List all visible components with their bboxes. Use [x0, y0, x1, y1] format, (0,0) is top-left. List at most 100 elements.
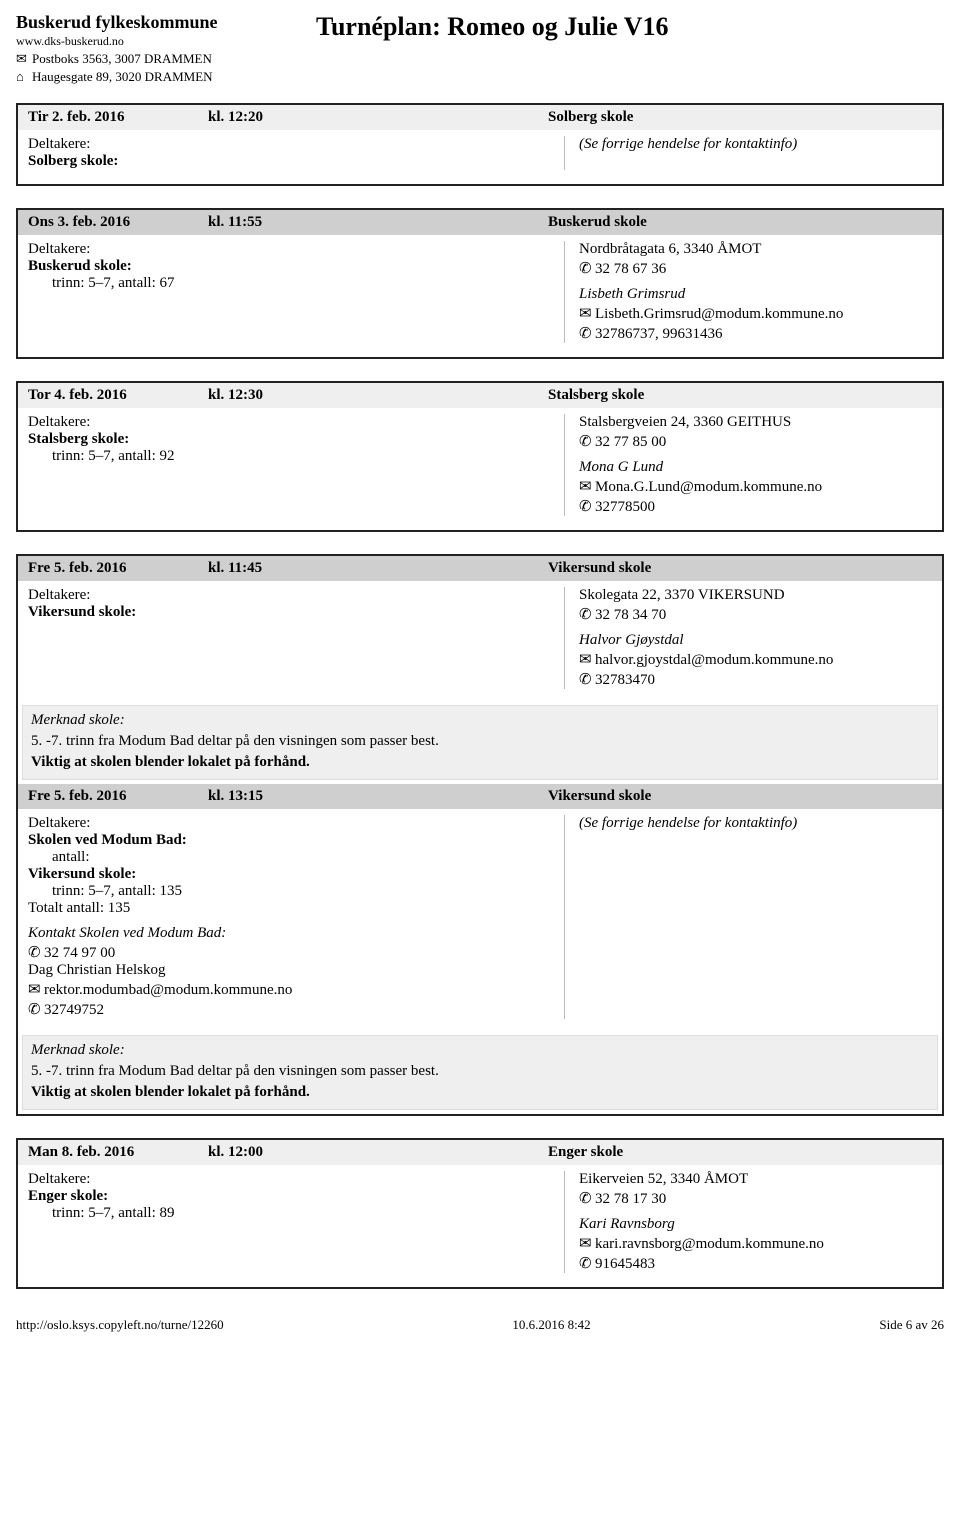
participant-school: Buskerud skole: — [28, 258, 548, 275]
contact-email: ✉rektor.modumbad@modum.kommune.no — [28, 980, 548, 999]
event-school: Enger skole — [548, 1144, 623, 1161]
event-card: Ons 3. feb. 2016 kl. 11:55 Buskerud skol… — [16, 208, 944, 359]
org-block: Buskerud fylkeskommune www.dks-buskerud.… — [16, 12, 316, 85]
contact-email-text: kari.ravnsborg@modum.kommune.no — [595, 1236, 824, 1252]
event-school: Solberg skole — [548, 109, 633, 126]
event-body: Deltakere: Skolen ved Modum Bad: antall:… — [18, 809, 942, 1033]
note-label: Merknad skole: — [31, 712, 929, 729]
event-time: kl. 12:00 — [208, 1144, 548, 1161]
participant-school: Vikersund skole: — [28, 866, 548, 883]
note-block: Merknad skole: 5. -7. trinn fra Modum Ba… — [22, 1035, 938, 1110]
contact-address: Skolegata 22, 3370 VIKERSUND — [579, 587, 932, 604]
note-label: Merknad skole: — [31, 1042, 929, 1059]
participants-col: Deltakere: Stalsberg skole: trinn: 5–7, … — [28, 414, 558, 516]
mail-icon: ✉ — [579, 477, 595, 496]
mail-icon: ✉ — [28, 980, 44, 999]
note-important: Viktig at skolen blender lokalet på forh… — [31, 754, 929, 771]
note-text: 5. -7. trinn fra Modum Bad deltar på den… — [31, 1063, 929, 1080]
event-date: Man 8. feb. 2016 — [28, 1144, 208, 1161]
event-header: Tir 2. feb. 2016 kl. 12:20 Solberg skole — [18, 105, 942, 130]
event-body: Deltakere: Enger skole: trinn: 5–7, anta… — [18, 1165, 942, 1287]
mail-icon: ✉ — [579, 650, 595, 669]
phone-icon: ✆ — [579, 497, 595, 516]
contact-phone2-text: 32786737, 99631436 — [595, 326, 723, 342]
event-time: kl. 12:30 — [208, 387, 548, 404]
mail-icon: ✉ — [579, 304, 595, 323]
participant-total: Totalt antall: 135 — [28, 900, 548, 917]
event-time: kl. 11:55 — [208, 214, 548, 231]
event-school: Vikersund skole — [548, 788, 651, 805]
event-school: Stalsberg skole — [548, 387, 644, 404]
phone-icon: ✆ — [28, 1000, 44, 1019]
mail-icon: ✉ — [579, 1234, 595, 1253]
note-text: 5. -7. trinn fra Modum Bad deltar på den… — [31, 733, 929, 750]
contact-col: (Se forrige hendelse for kontaktinfo) — [564, 136, 932, 170]
participant-detail: trinn: 5–7, antall: 67 — [52, 275, 548, 292]
event-header: Fre 5. feb. 2016 kl. 11:45 Vikersund sko… — [18, 556, 942, 581]
contact-phone2: ✆32783470 — [579, 670, 932, 689]
contact-email: ✉halvor.gjoystdal@modum.kommune.no — [579, 650, 932, 669]
participants-col: Deltakere: Buskerud skole: trinn: 5–7, a… — [28, 241, 558, 343]
phone-icon: ✆ — [28, 943, 44, 962]
participants-label: Deltakere: — [28, 136, 548, 153]
event-body: Deltakere: Stalsberg skole: trinn: 5–7, … — [18, 408, 942, 530]
event-date: Fre 5. feb. 2016 — [28, 788, 208, 805]
participant-school: Skolen ved Modum Bad: — [28, 832, 548, 849]
participants-label: Deltakere: — [28, 1171, 548, 1188]
note-important: Viktig at skolen blender lokalet på forh… — [31, 1084, 929, 1101]
contact-phone2-text: 32778500 — [595, 499, 655, 515]
phone-icon: ✆ — [579, 670, 595, 689]
home-icon: ⌂ — [16, 69, 32, 85]
phone-icon: ✆ — [579, 324, 595, 343]
event-time: kl. 11:45 — [208, 560, 548, 577]
contact-phone2: ✆91645483 — [579, 1254, 932, 1273]
contact-phone2: ✆32749752 — [28, 1000, 548, 1019]
contact-person: Mona G Lund — [579, 459, 932, 476]
phone-icon: ✆ — [579, 432, 595, 451]
contact-phone-text: 32 77 85 00 — [595, 434, 666, 450]
contact-title: Kontakt Skolen ved Modum Bad: — [28, 925, 548, 942]
event-date: Fre 5. feb. 2016 — [28, 560, 208, 577]
contact-phone2-text: 91645483 — [595, 1256, 655, 1272]
contact-col: Skolegata 22, 3370 VIKERSUND ✆32 78 34 7… — [564, 587, 932, 689]
org-visit-text: Haugesgate 89, 3020 DRAMMEN — [32, 69, 213, 84]
contact-phone-text: 32 78 67 36 — [595, 261, 666, 277]
contact-email-text: rektor.modumbad@modum.kommune.no — [44, 982, 292, 998]
participant-detail: antall: — [52, 849, 548, 866]
event-time: kl. 12:20 — [208, 109, 548, 126]
contact-phone-text: 32 78 17 30 — [595, 1191, 666, 1207]
contact-email: ✉kari.ravnsborg@modum.kommune.no — [579, 1234, 932, 1253]
event-time: kl. 13:15 — [208, 788, 548, 805]
contact-phone: ✆32 74 97 00 — [28, 943, 548, 962]
phone-icon: ✆ — [579, 1254, 595, 1273]
note-block: Merknad skole: 5. -7. trinn fra Modum Ba… — [22, 705, 938, 780]
participant-school: Vikersund skole: — [28, 604, 548, 621]
participants-col: Deltakere: Skolen ved Modum Bad: antall:… — [28, 815, 558, 1019]
footer-page: Side 6 av 26 — [879, 1317, 944, 1333]
event-header: Ons 3. feb. 2016 kl. 11:55 Buskerud skol… — [18, 210, 942, 235]
participants-col: Deltakere: Solberg skole: — [28, 136, 558, 170]
event-card: Man 8. feb. 2016 kl. 12:00 Enger skole D… — [16, 1138, 944, 1289]
event-body: Deltakere: Vikersund skole: Skolegata 22… — [18, 581, 942, 703]
footer-url: http://oslo.ksys.copyleft.no/turne/12260 — [16, 1317, 224, 1333]
contact-address: Stalsbergveien 24, 3360 GEITHUS — [579, 414, 932, 431]
contact-phone-text: 32 74 97 00 — [44, 945, 115, 961]
participant-detail: trinn: 5–7, antall: 135 — [52, 883, 548, 900]
participant-detail: trinn: 5–7, antall: 92 — [52, 448, 548, 465]
contact-person: Halvor Gjøystdal — [579, 632, 932, 649]
contact-phone: ✆32 78 17 30 — [579, 1189, 932, 1208]
mail-icon: ✉ — [16, 51, 32, 67]
event-body: Deltakere: Solberg skole: (Se forrige he… — [18, 130, 942, 184]
participants-label: Deltakere: — [28, 414, 548, 431]
participants-col: Deltakere: Enger skole: trinn: 5–7, anta… — [28, 1171, 558, 1273]
org-name: Buskerud fylkeskommune — [16, 12, 316, 33]
contact-person: Lisbeth Grimsrud — [579, 286, 932, 303]
page-footer: http://oslo.ksys.copyleft.no/turne/12260… — [16, 1317, 944, 1333]
participants-label: Deltakere: — [28, 241, 548, 258]
org-visit: ⌂Haugesgate 89, 3020 DRAMMEN — [16, 69, 316, 85]
contact-col: (Se forrige hendelse for kontaktinfo) — [564, 815, 932, 1019]
page-title: Turnéplan: Romeo og Julie V16 — [316, 12, 669, 42]
event-body: Deltakere: Buskerud skole: trinn: 5–7, a… — [18, 235, 942, 357]
participants-col: Deltakere: Vikersund skole: — [28, 587, 558, 689]
event-card: Tor 4. feb. 2016 kl. 12:30 Stalsberg sko… — [16, 381, 944, 532]
